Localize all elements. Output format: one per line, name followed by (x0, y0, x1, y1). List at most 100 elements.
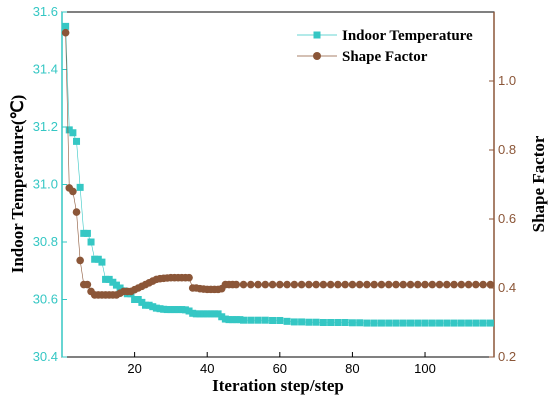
data-point-indoor-temperature (210, 310, 218, 318)
legend-label-shape-factor: Shape Factor (342, 49, 428, 65)
data-point-shape-factor (348, 280, 357, 289)
x-tick-label: 20 (127, 361, 141, 376)
data-point-indoor-temperature (80, 229, 88, 237)
data-point-indoor-temperature (192, 310, 200, 318)
data-point-indoor-temperature (298, 318, 306, 326)
data-point-shape-factor (326, 280, 335, 289)
data-point-shape-factor (457, 280, 466, 289)
data-point-shape-factor (363, 280, 371, 289)
data-point-indoor-temperature (76, 183, 84, 191)
data-point-shape-factor (413, 280, 422, 289)
data-point-indoor-temperature (149, 303, 157, 311)
data-point-indoor-temperature (283, 317, 291, 325)
data-point-shape-factor (76, 256, 84, 265)
data-point-indoor-temperature (385, 319, 393, 327)
data-point-indoor-temperature (240, 316, 248, 324)
data-point-indoor-temperature (229, 316, 237, 324)
data-point-indoor-temperature (131, 296, 139, 303)
right-y-tick-label: 0.2 (498, 349, 516, 364)
data-point-indoor-temperature (83, 229, 91, 237)
data-point-indoor-temperature (236, 316, 244, 324)
legend: Indoor Temperature Shape Factor (297, 28, 473, 65)
data-point-shape-factor (406, 280, 415, 289)
left-y-axis-title: Indoor Temperature(℃) (8, 95, 27, 274)
data-point-indoor-temperature (102, 275, 110, 283)
data-point-indoor-temperature (465, 319, 473, 327)
left-y-tick-label: 30.6 (33, 292, 58, 307)
data-point-indoor-temperature (407, 319, 415, 327)
data-point-shape-factor (472, 280, 480, 289)
legend-marker-circle (313, 52, 321, 60)
data-point-shape-factor (392, 280, 400, 289)
x-axis-title: Iteration step/step (212, 376, 344, 395)
data-point-indoor-temperature (185, 307, 193, 315)
data-point-indoor-temperature (98, 258, 106, 266)
data-point-indoor-temperature (290, 318, 298, 326)
data-point-shape-factor (428, 280, 437, 289)
data-point-indoor-temperature (392, 319, 400, 327)
data-point-indoor-temperature (450, 319, 458, 327)
legend-item-shape-factor: Shape Factor (297, 49, 428, 65)
x-tick-label: 40 (200, 361, 214, 376)
left-y-tick-label: 31.6 (33, 4, 58, 19)
data-point-indoor-temperature (189, 309, 197, 317)
data-point-indoor-temperature (152, 304, 160, 312)
data-point-shape-factor (319, 280, 328, 289)
data-point-indoor-temperature (160, 305, 168, 313)
series-layer (61, 22, 495, 327)
data-point-shape-factor (384, 280, 393, 289)
data-point-shape-factor (69, 187, 77, 196)
data-point-indoor-temperature (218, 313, 226, 321)
data-point-indoor-temperature (370, 319, 378, 327)
x-tick-label: 60 (273, 361, 287, 376)
data-point-shape-factor (399, 280, 408, 289)
data-point-shape-factor (450, 280, 458, 289)
data-point-indoor-temperature (203, 310, 211, 318)
data-point-shape-factor (297, 280, 306, 289)
data-point-shape-factor (268, 280, 277, 289)
data-point-indoor-temperature (319, 319, 327, 326)
data-point-shape-factor (254, 280, 262, 289)
data-point-indoor-temperature (341, 319, 349, 326)
data-point-indoor-temperature (436, 319, 444, 327)
data-point-shape-factor (290, 280, 299, 289)
data-point-shape-factor (83, 280, 92, 289)
data-point-shape-factor (232, 280, 241, 289)
data-point-indoor-temperature (112, 281, 120, 289)
right-y-tick-label: 0.6 (498, 211, 516, 226)
data-point-indoor-temperature (276, 316, 284, 324)
data-point-indoor-temperature (62, 22, 70, 30)
data-point-shape-factor (334, 280, 342, 289)
right-y-axis-title: Shape Factor (529, 135, 548, 232)
data-point-indoor-temperature (134, 296, 142, 303)
data-point-indoor-temperature (105, 275, 113, 283)
plot-area (61, 11, 495, 358)
left-y-tick-label: 30.8 (33, 234, 58, 249)
legend-marker-square (313, 31, 321, 39)
series-line-indoor-temperature (65, 26, 491, 324)
right-y-axis-ticks: 0.2 0.4 0.6 0.8 1.0 (489, 73, 516, 364)
data-point-indoor-temperature (486, 319, 494, 327)
data-point-indoor-temperature (200, 310, 208, 318)
x-axis-ticks: 20 40 60 80 100 (127, 352, 436, 376)
data-point-shape-factor (370, 280, 379, 289)
data-point-indoor-temperature (73, 137, 81, 145)
data-point-indoor-temperature (327, 319, 335, 326)
data-point-indoor-temperature (174, 306, 182, 314)
right-y-tick-label: 0.8 (498, 142, 516, 157)
data-point-indoor-temperature (138, 298, 146, 306)
plot-frame (61, 11, 495, 358)
data-point-indoor-temperature (181, 306, 189, 314)
data-point-indoor-temperature (145, 301, 153, 309)
data-point-indoor-temperature (348, 319, 356, 327)
data-point-shape-factor (261, 280, 270, 289)
left-y-tick-label: 30.4 (33, 349, 58, 364)
data-point-shape-factor (377, 280, 386, 289)
data-point-shape-factor (239, 280, 248, 289)
data-point-indoor-temperature (363, 319, 371, 327)
data-point-shape-factor (435, 280, 444, 289)
data-point-shape-factor (421, 280, 429, 289)
data-point-indoor-temperature (87, 238, 95, 246)
data-point-shape-factor (312, 280, 320, 289)
